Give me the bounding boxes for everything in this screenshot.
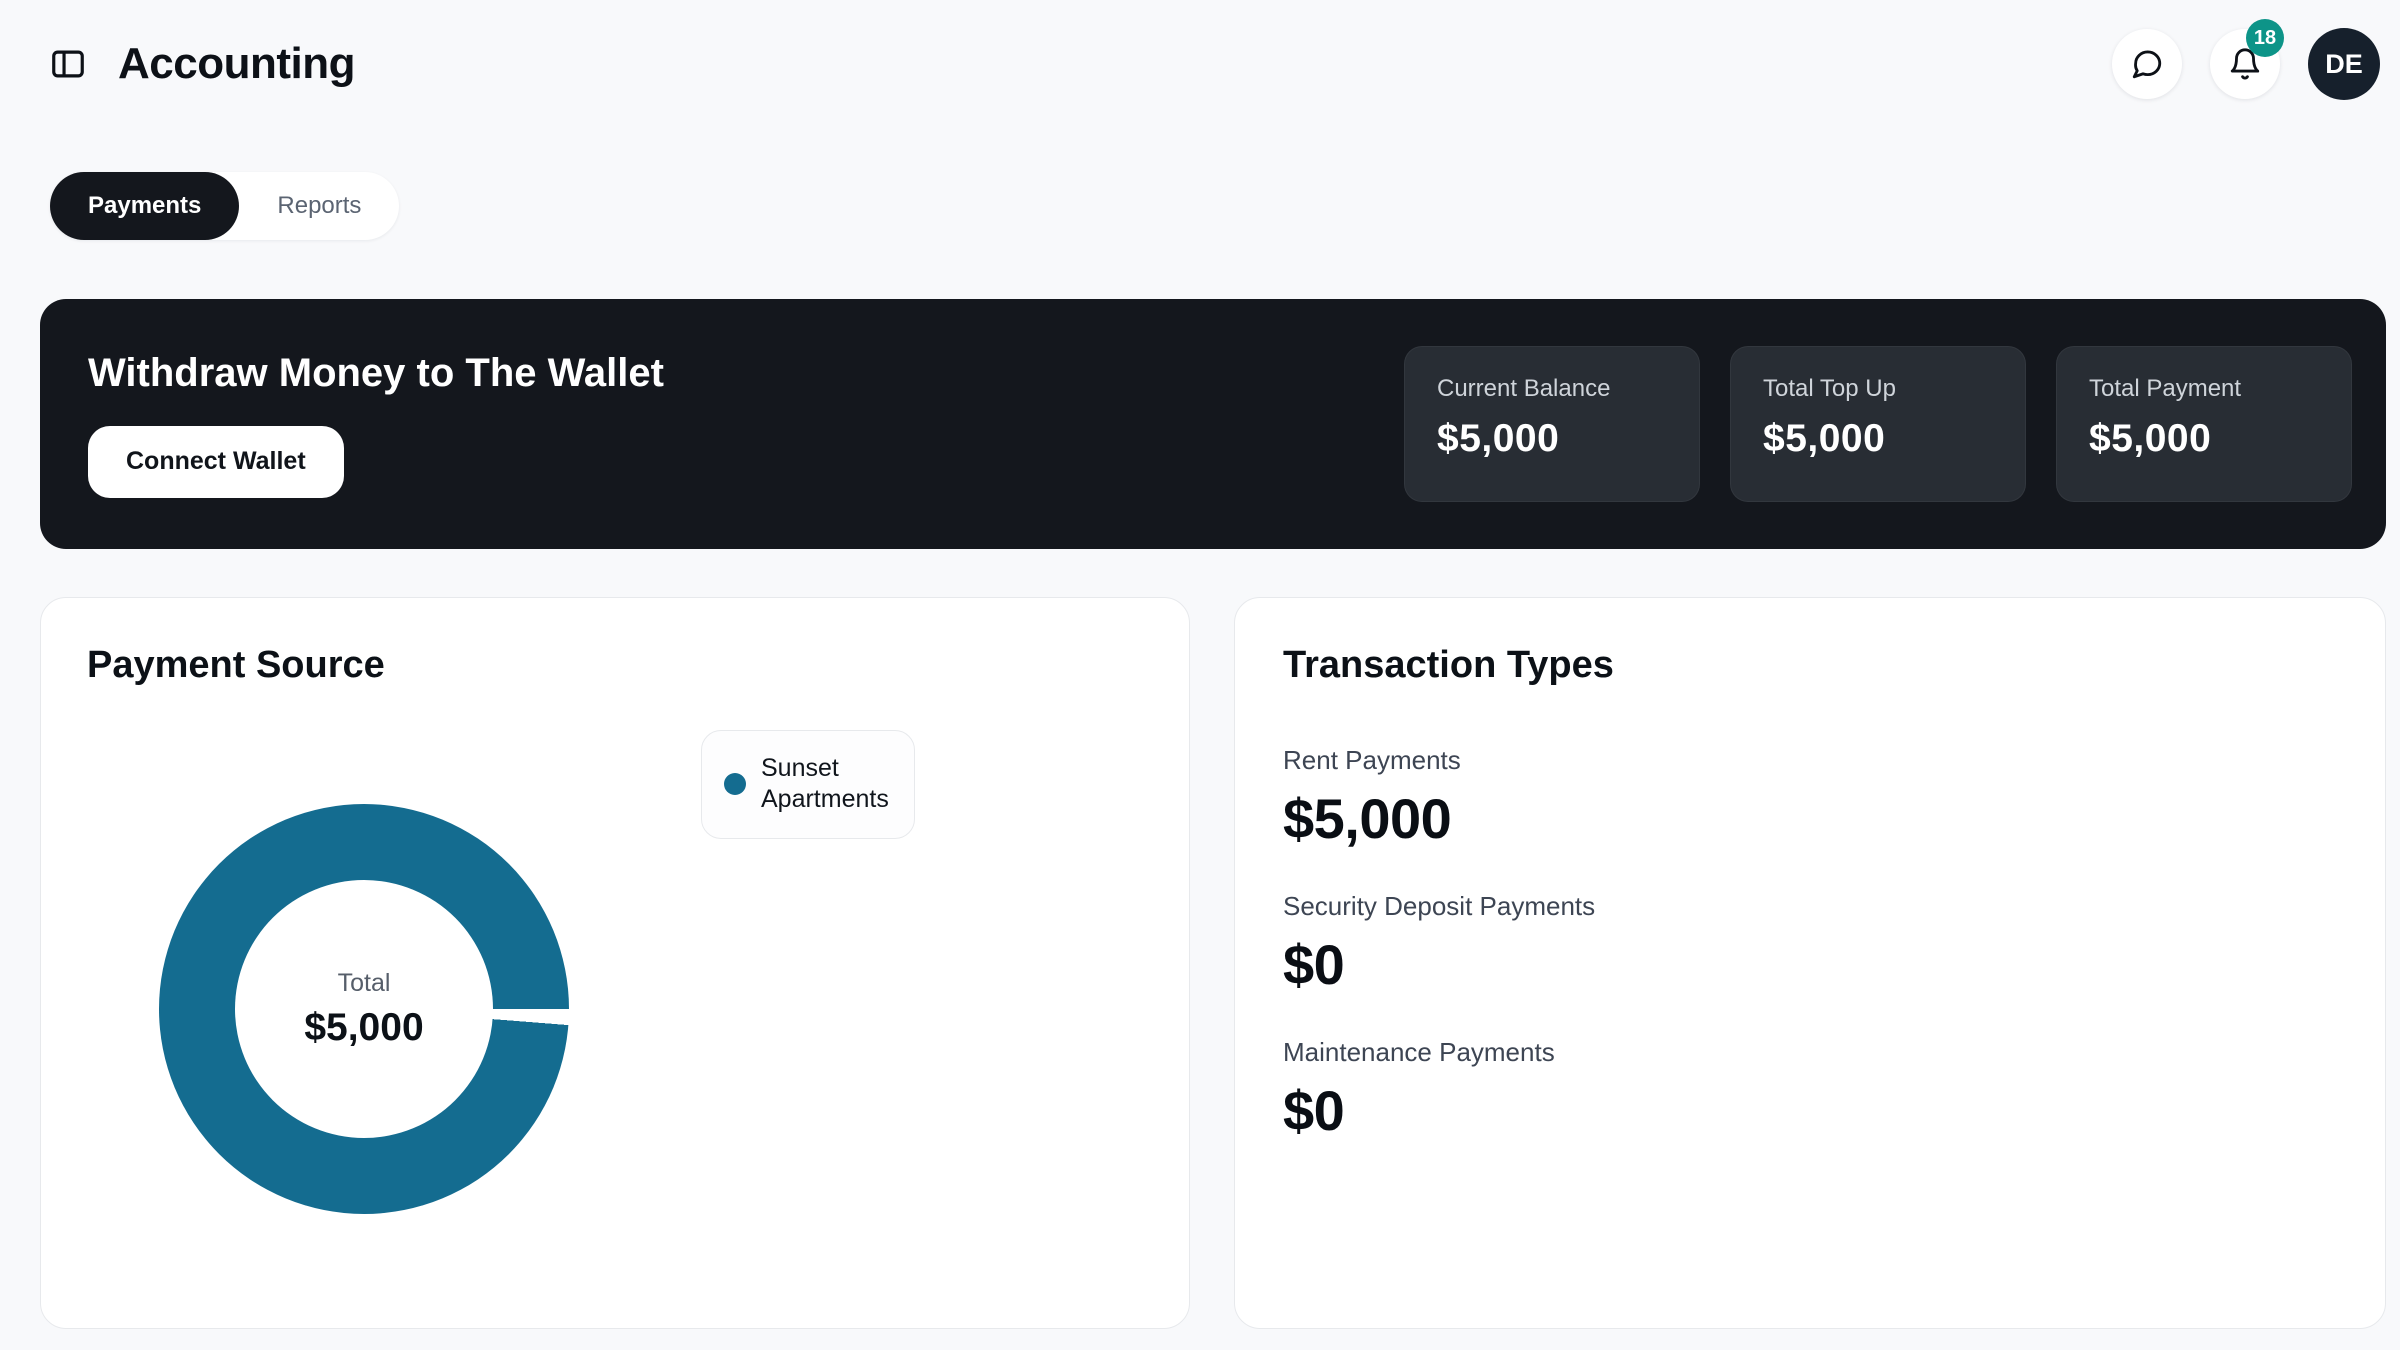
- notification-badge: 18: [2246, 19, 2284, 57]
- topbar-actions: 18 DE: [2112, 19, 2380, 100]
- stat-label: Total Top Up: [1763, 375, 1896, 402]
- stat-value: $5,000: [2089, 417, 2212, 460]
- donut-hole: Total $5,000: [235, 880, 493, 1138]
- stat-value: $5,000: [1437, 417, 1560, 460]
- banner-stat-card: Current Balance $5,000: [1404, 346, 1700, 502]
- transaction-item: Security Deposit Payments $0: [1283, 891, 2337, 997]
- topbar: Accounting 18 DE: [0, 0, 2400, 128]
- banner-left: Withdraw Money to The Wallet Connect Wal…: [88, 351, 664, 498]
- transaction-label: Maintenance Payments: [1283, 1037, 1555, 1067]
- donut-center-value: $5,000: [304, 1005, 424, 1049]
- banner-stat-card: Total Payment $5,000: [2056, 346, 2352, 502]
- sidebar-panel-icon: [52, 50, 84, 78]
- transaction-value: $0: [1283, 933, 1345, 996]
- stat-label: Current Balance: [1437, 375, 1611, 402]
- transaction-value: $0: [1283, 1079, 1345, 1142]
- chart-legend: Sunset Apartments: [701, 730, 915, 839]
- transaction-types-card: Transaction Types Rent Payments $5,000 S…: [1234, 597, 2386, 1329]
- banner-stat-card: Total Top Up $5,000: [1730, 346, 2026, 502]
- payment-source-card: Payment Source Total $5,000 Sunset Apart…: [40, 597, 1190, 1329]
- transaction-label: Security Deposit Payments: [1283, 891, 1596, 921]
- donut-center-label: Total: [337, 968, 391, 997]
- withdraw-banner: Withdraw Money to The Wallet Connect Wal…: [40, 299, 2386, 549]
- notifications-wrap: 18: [2210, 19, 2284, 99]
- tab-reports[interactable]: Reports: [239, 172, 399, 240]
- chat-button[interactable]: [2112, 29, 2182, 99]
- stat-value: $5,000: [1763, 417, 1886, 460]
- page-title: Accounting: [118, 39, 355, 88]
- banner-title: Withdraw Money to The Wallet: [88, 350, 664, 395]
- stat-label: Total Payment: [2089, 375, 2242, 402]
- banner-stats: Current Balance $5,000 Total Top Up $5,0…: [1404, 346, 2352, 502]
- legend-dot: [724, 773, 746, 796]
- connect-wallet-button[interactable]: Connect Wallet: [88, 425, 344, 498]
- transaction-label: Rent Payments: [1283, 745, 1461, 775]
- tab-bar: Payments Reports: [50, 172, 400, 240]
- payment-source-donut: Total $5,000: [159, 804, 569, 1214]
- transaction-value: $5,000: [1283, 787, 1452, 850]
- transaction-types-title: Transaction Types: [1283, 644, 1614, 686]
- sidebar-toggle-button[interactable]: [40, 36, 96, 92]
- legend-label: Sunset Apartments: [761, 754, 889, 814]
- chat-icon: [2132, 50, 2162, 79]
- payment-source-title: Payment Source: [87, 644, 385, 686]
- bell-icon: [2230, 48, 2260, 80]
- transaction-item: Rent Payments $5,000: [1283, 745, 2337, 851]
- avatar[interactable]: DE: [2308, 28, 2380, 100]
- transaction-item: Maintenance Payments $0: [1283, 1037, 2337, 1143]
- tab-payments[interactable]: Payments: [50, 172, 240, 240]
